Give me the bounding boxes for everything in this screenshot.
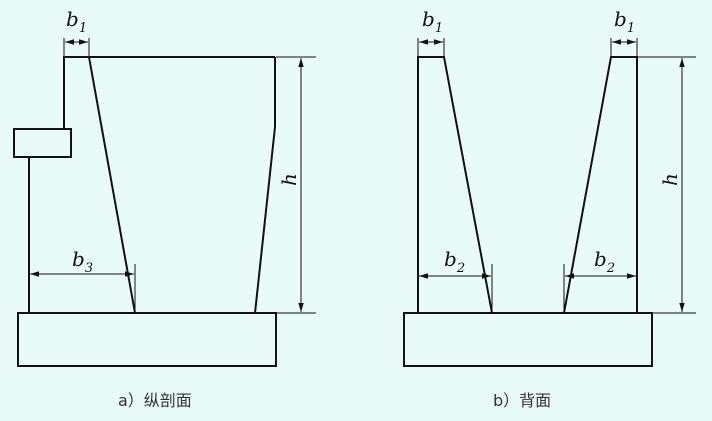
right-right-wall — [563, 56, 638, 314]
right-base-slab — [403, 312, 653, 367]
rear-view-figure: b1 b1 b2 b2 h b）背面 — [403, 7, 696, 410]
left-outer-side — [254, 57, 276, 314]
left-base-slab — [17, 312, 277, 367]
left-caption: a）纵剖面 — [118, 391, 192, 410]
left-b3-label: b3 — [72, 247, 93, 276]
longitudinal-section-figure: b1 b3 h a）纵剖面 — [13, 7, 316, 410]
right-left-wall — [417, 56, 493, 314]
left-h-label: h — [277, 173, 301, 186]
right-caption: b）背面 — [493, 391, 551, 410]
right-b2-left-label: b2 — [444, 247, 465, 276]
left-inner-slope — [88, 56, 136, 314]
left-b1-label: b1 — [66, 7, 87, 36]
left-ledge — [13, 128, 72, 158]
right-b2-right-label: b2 — [594, 247, 615, 276]
right-h-label: h — [658, 173, 682, 186]
right-b1-left-label: b1 — [422, 7, 443, 36]
right-b1-right-label: b1 — [614, 7, 635, 36]
